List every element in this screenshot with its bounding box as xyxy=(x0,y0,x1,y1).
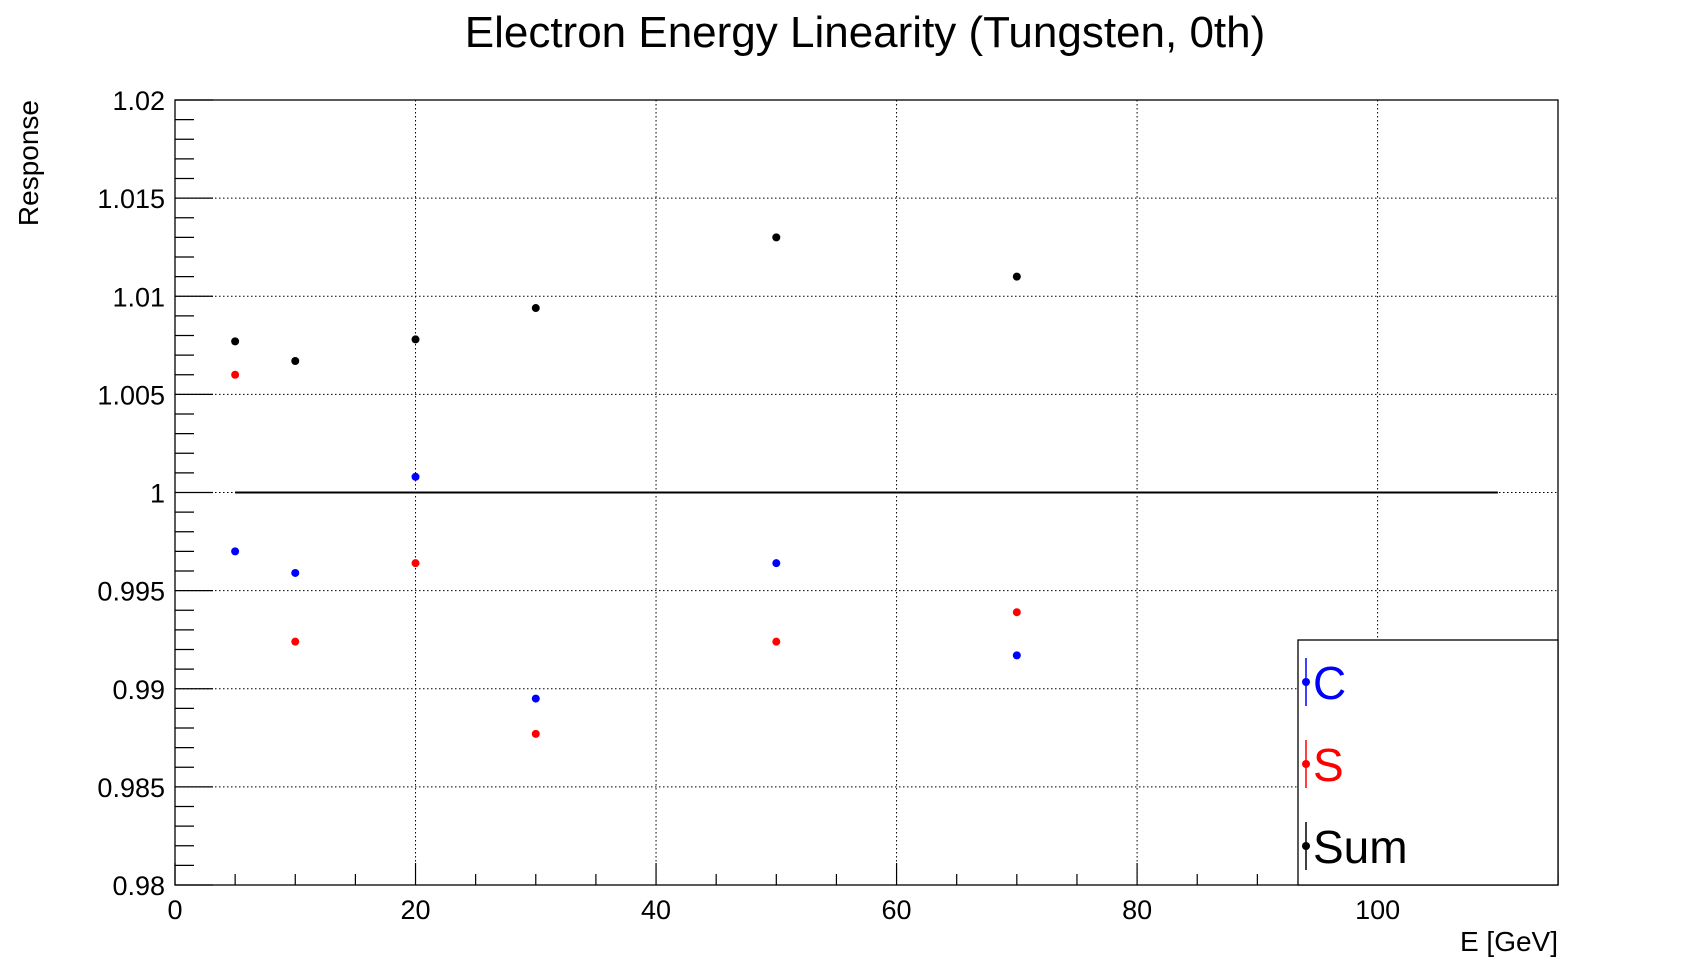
tick-labels: 0 20 40 60 80 100 0.98 0.985 0.99 0.995 1 1.005 1.01… xyxy=(97,86,1400,925)
data-point-s xyxy=(291,637,300,646)
legend-marker xyxy=(1302,842,1310,850)
chart-title: Electron Energy Linearity (Tungsten, 0th… xyxy=(465,8,1266,57)
legend-marker xyxy=(1302,678,1310,686)
data-point-s xyxy=(411,559,420,568)
y-tick-label: 0.995 xyxy=(97,577,165,607)
y-tick-label: 1.02 xyxy=(112,86,165,116)
data-point-c xyxy=(411,472,420,481)
x-axis-title: E [GeV] xyxy=(1460,926,1558,957)
x-tick-label: 40 xyxy=(641,895,671,925)
legend-marker xyxy=(1302,760,1310,768)
data-point-c xyxy=(772,559,781,568)
data-point-s xyxy=(1012,608,1021,617)
x-tick-label: 100 xyxy=(1355,895,1400,925)
x-tick-label: 80 xyxy=(1122,895,1152,925)
data-point-s xyxy=(531,729,540,738)
legend-box xyxy=(1297,639,1559,886)
data-point-s xyxy=(772,637,781,646)
data-point-sum xyxy=(772,233,781,242)
data-point-s xyxy=(231,370,240,379)
y-tick-label: 0.99 xyxy=(112,675,165,705)
y-axis-title: Response xyxy=(13,100,44,226)
y-tick-label: 1.015 xyxy=(97,184,165,214)
data-point-c xyxy=(1012,651,1021,660)
x-tick-label: 60 xyxy=(882,895,912,925)
data-point-c xyxy=(531,694,540,703)
legend: CS Sum xyxy=(1297,639,1559,886)
y-tick-label: 1 xyxy=(150,479,165,509)
x-tick-label: 20 xyxy=(400,895,430,925)
data-point-sum xyxy=(1012,272,1021,281)
data-point-sum xyxy=(291,357,300,366)
legend-label: C xyxy=(1313,657,1346,709)
legend-label: Sum xyxy=(1313,821,1408,873)
data-point-c xyxy=(291,568,300,577)
data-point-sum xyxy=(411,335,420,344)
data-point-sum xyxy=(231,337,240,346)
legend-label: S xyxy=(1313,739,1344,791)
plot-frame xyxy=(174,99,1559,886)
data-point-sum xyxy=(531,304,540,313)
y-tick-label: 1.01 xyxy=(112,282,165,312)
y-tick-label: 1.005 xyxy=(97,380,165,410)
x-tick-label: 0 xyxy=(167,895,182,925)
y-tick-label: 0.98 xyxy=(112,871,165,901)
data-point-c xyxy=(231,547,240,556)
data-points xyxy=(231,233,1021,738)
y-tick-label: 0.985 xyxy=(97,773,165,803)
